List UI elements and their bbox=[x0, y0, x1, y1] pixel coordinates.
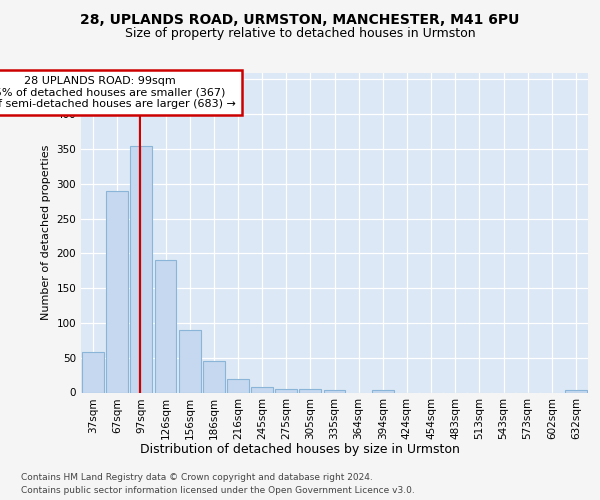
Text: 28, UPLANDS ROAD, URMSTON, MANCHESTER, M41 6PU: 28, UPLANDS ROAD, URMSTON, MANCHESTER, M… bbox=[80, 12, 520, 26]
Bar bbox=[155, 260, 176, 392]
Bar bbox=[106, 191, 128, 392]
Bar bbox=[323, 390, 346, 392]
Text: 28 UPLANDS ROAD: 99sqm
← 35% of detached houses are smaller (367)
64% of semi-de: 28 UPLANDS ROAD: 99sqm ← 35% of detached… bbox=[0, 76, 236, 109]
Text: Size of property relative to detached houses in Urmston: Size of property relative to detached ho… bbox=[125, 28, 475, 40]
Y-axis label: Number of detached properties: Number of detached properties bbox=[41, 145, 51, 320]
Text: Contains public sector information licensed under the Open Government Licence v3: Contains public sector information licen… bbox=[21, 486, 415, 495]
Bar bbox=[130, 146, 152, 392]
Bar bbox=[565, 390, 587, 392]
Bar bbox=[179, 330, 200, 392]
Text: Contains HM Land Registry data © Crown copyright and database right 2024.: Contains HM Land Registry data © Crown c… bbox=[21, 472, 373, 482]
Text: Distribution of detached houses by size in Urmston: Distribution of detached houses by size … bbox=[140, 442, 460, 456]
Bar bbox=[372, 390, 394, 392]
Bar bbox=[299, 389, 321, 392]
Bar bbox=[82, 352, 104, 393]
Bar bbox=[251, 387, 273, 392]
Bar bbox=[275, 389, 297, 392]
Bar bbox=[203, 360, 224, 392]
Bar bbox=[227, 378, 249, 392]
